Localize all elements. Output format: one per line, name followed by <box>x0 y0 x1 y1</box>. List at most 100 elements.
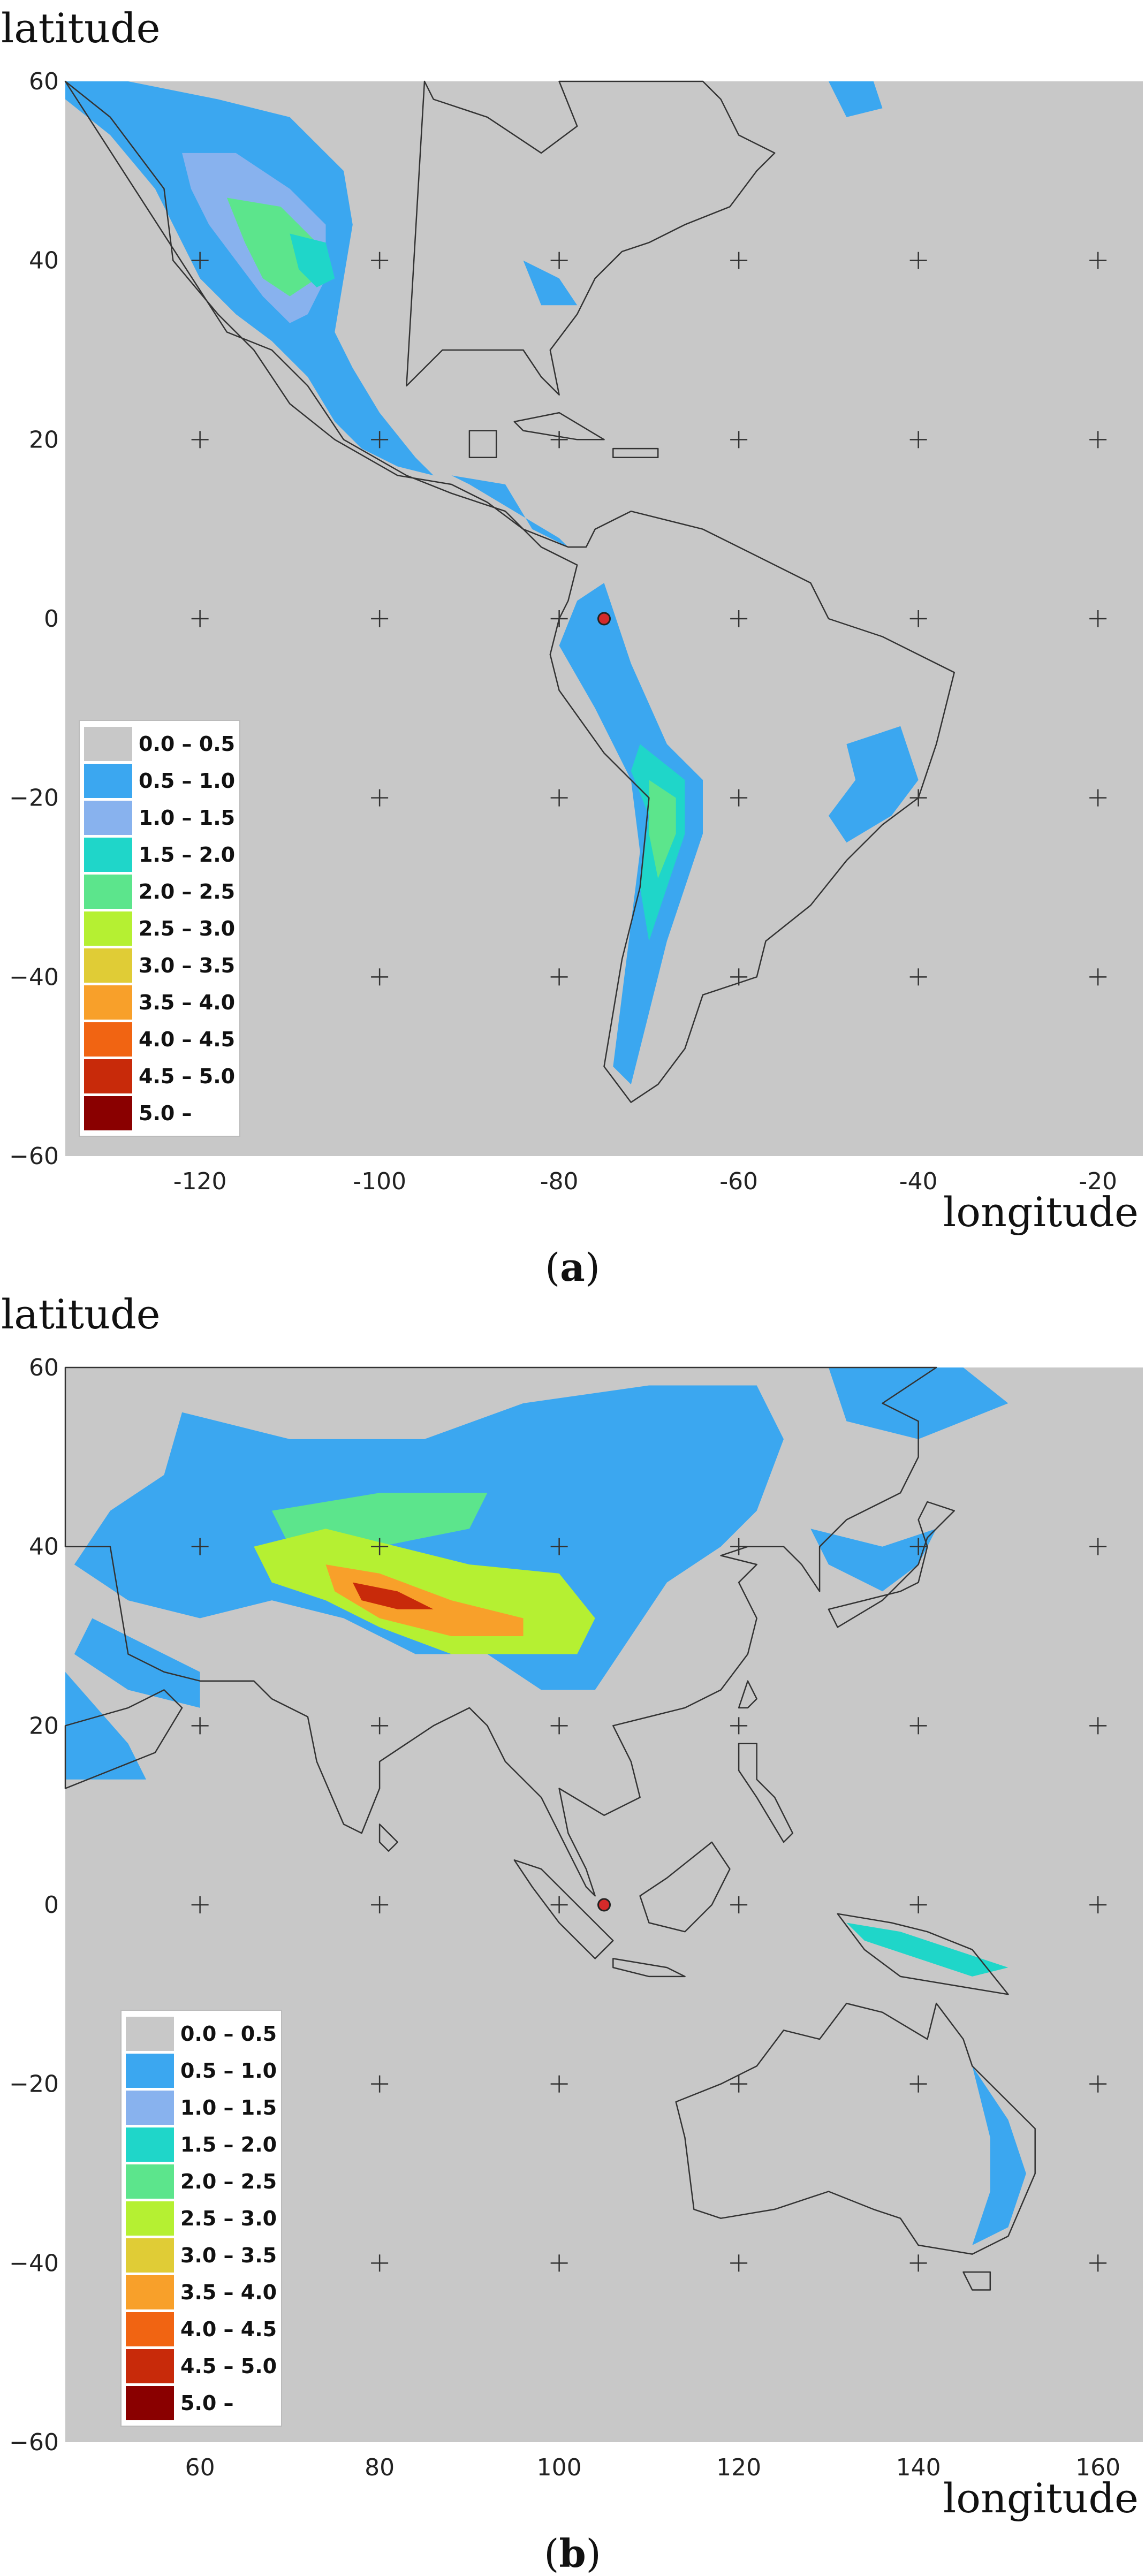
coastline <box>738 1743 794 1843</box>
legend-item: 5.0 – <box>84 1095 235 1131</box>
map-panel-b: latitude 60 80 100 120 140 160 60 40 20 0 −20 −40 −6… <box>0 1286 1145 2576</box>
legend-label: 0.0 – 0.5 <box>139 732 236 756</box>
elev-region <box>65 1671 146 1780</box>
legend-swatch <box>84 874 132 909</box>
map-panel-a: latitude -120 -100 -80 -60 -40 -20 60 40 20 0 −20 −… <box>0 0 1145 1290</box>
legend-swatch <box>126 2164 174 2199</box>
legend-label: 2.5 – 3.0 <box>180 2206 277 2230</box>
elev-region <box>828 1367 1008 1439</box>
legend-item: 0.0 – 0.5 <box>84 725 235 762</box>
legend-label: 2.0 – 2.5 <box>139 879 236 903</box>
legend-item: 5.0 – <box>126 2384 277 2421</box>
legend-swatch <box>126 2090 174 2125</box>
legend-label: 4.0 – 4.5 <box>180 2317 277 2341</box>
x-axis-label: longitude <box>943 2474 1139 2522</box>
panel-caption: (a) <box>545 1244 600 1290</box>
x-tick-label: 140 <box>896 2454 941 2481</box>
y-tick-label: 0 <box>44 605 59 633</box>
coastline <box>378 1823 398 1852</box>
coastline <box>738 1680 757 1709</box>
y-tick-label: 20 <box>29 426 59 453</box>
legend-swatch <box>126 2385 174 2420</box>
coastline <box>837 1913 1009 1995</box>
y-tick-label: 60 <box>29 68 59 95</box>
y-tick-label: 40 <box>29 247 59 275</box>
legend-label: 0.5 – 1.0 <box>180 2058 277 2083</box>
legend-swatch <box>84 800 132 835</box>
legend-item: 3.0 – 3.5 <box>84 947 235 984</box>
y-tick-label: 0 <box>44 1891 59 1919</box>
location-marker <box>597 1898 611 1912</box>
legend-swatch <box>84 763 132 798</box>
tick-labels: 60 80 100 120 140 160 60 40 20 0 −20 −40 −60 <box>9 1354 1120 2481</box>
y-tick-label: 40 <box>29 1533 59 1561</box>
legend-item: 1.0 – 1.5 <box>126 2089 277 2126</box>
legend-swatch <box>84 985 132 1020</box>
coastline <box>64 1366 937 1897</box>
elev-region <box>74 1618 200 1708</box>
legend-item: 0.5 – 1.0 <box>84 762 235 799</box>
legend-label: 2.5 – 3.0 <box>139 916 236 940</box>
legend-swatch <box>84 726 132 761</box>
legend-swatch <box>84 948 132 983</box>
x-tick-label: -80 <box>540 1168 579 1195</box>
y-tick-label: −20 <box>9 2071 59 2098</box>
elev-region <box>828 81 883 117</box>
legend-item: 2.5 – 3.0 <box>84 910 235 947</box>
y-tick-label: 60 <box>29 1354 59 1381</box>
legend-label: 1.5 – 2.0 <box>180 2132 277 2156</box>
legend-item: 2.0 – 2.5 <box>126 2163 277 2200</box>
legend-label: 4.5 – 5.0 <box>180 2354 277 2378</box>
legend-swatch <box>84 1022 132 1057</box>
legend-swatch <box>84 837 132 872</box>
elev-region <box>325 1564 524 1636</box>
x-tick-label: 120 <box>716 2454 761 2481</box>
legend-swatch <box>126 2312 174 2346</box>
marker-dot <box>597 1898 611 1912</box>
legend-label: 1.5 – 2.0 <box>139 842 236 867</box>
tick-labels: -120 -100 -80 -60 -40 -20 60 40 20 0 −20 −40 −60 <box>9 68 1117 1195</box>
elev-region <box>74 1385 784 1690</box>
legend-item: 2.5 – 3.0 <box>126 2200 277 2237</box>
x-axis-label: longitude <box>943 1188 1139 1236</box>
land-shapes <box>64 80 955 1103</box>
coastline <box>513 412 605 440</box>
legend-label: 3.5 – 4.0 <box>139 990 236 1014</box>
x-tick-label: 80 <box>365 2454 395 2481</box>
panel-caption: (b) <box>544 2531 601 2576</box>
coastline <box>406 80 776 396</box>
coastline <box>962 2271 991 2291</box>
legend-label: 2.0 – 2.5 <box>180 2169 277 2193</box>
y-tick-label: −40 <box>9 2250 59 2277</box>
y-tick-label: −20 <box>9 785 59 812</box>
legend: 0.0 – 0.5 0.5 – 1.0 1.0 – 1.5 1.5 – 2.0 2.0 … <box>79 720 241 1137</box>
legend-item: 1.5 – 2.0 <box>84 836 235 873</box>
legend-swatch <box>126 2016 174 2051</box>
coastline <box>612 1958 686 1978</box>
legend-item: 1.5 – 2.0 <box>126 2126 277 2163</box>
elev-region <box>290 233 335 287</box>
legend-item: 1.0 – 1.5 <box>84 799 235 836</box>
x-tick-label: -120 <box>173 1168 227 1195</box>
coastline <box>513 1859 614 1959</box>
legend-label: 1.0 – 1.5 <box>180 2095 277 2119</box>
legend-item: 4.5 – 5.0 <box>126 2347 277 2384</box>
coastline <box>468 430 497 459</box>
legend-swatch <box>84 911 132 946</box>
legend-label: 1.0 – 1.5 <box>139 806 236 830</box>
elev-region <box>810 1529 937 1592</box>
grid-crosses <box>191 252 1107 986</box>
y-tick-label: −40 <box>9 963 59 991</box>
y-tick-label: −60 <box>9 2429 59 2456</box>
legend-swatch <box>126 2127 174 2162</box>
y-tick-label: 20 <box>29 1712 59 1739</box>
legend-swatch <box>84 1096 132 1130</box>
coastline <box>828 1501 955 1628</box>
caption-letter: b <box>559 2531 586 2576</box>
x-tick-label: 160 <box>1075 2454 1120 2481</box>
legend-label: 0.5 – 1.0 <box>139 769 236 793</box>
elev-region <box>846 1922 1008 1977</box>
x-tick-label: 60 <box>185 2454 215 2481</box>
elev-region <box>649 780 676 879</box>
x-tick-label: 100 <box>537 2454 582 2481</box>
